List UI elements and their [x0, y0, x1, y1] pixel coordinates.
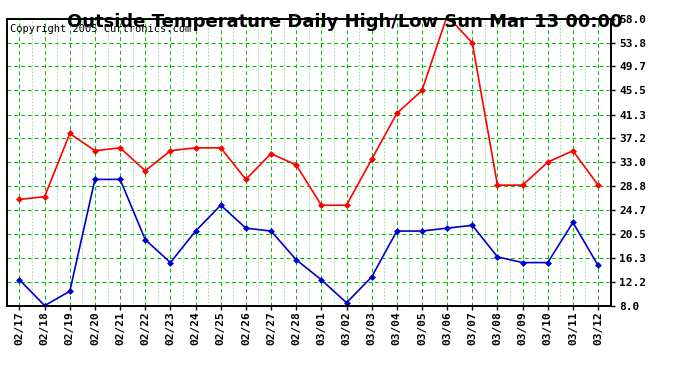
Text: Copyright 2005 Curtronics.com: Copyright 2005 Curtronics.com [10, 24, 191, 34]
Text: Outside Temperature Daily High/Low Sun Mar 13 00:00: Outside Temperature Daily High/Low Sun M… [67, 13, 623, 31]
